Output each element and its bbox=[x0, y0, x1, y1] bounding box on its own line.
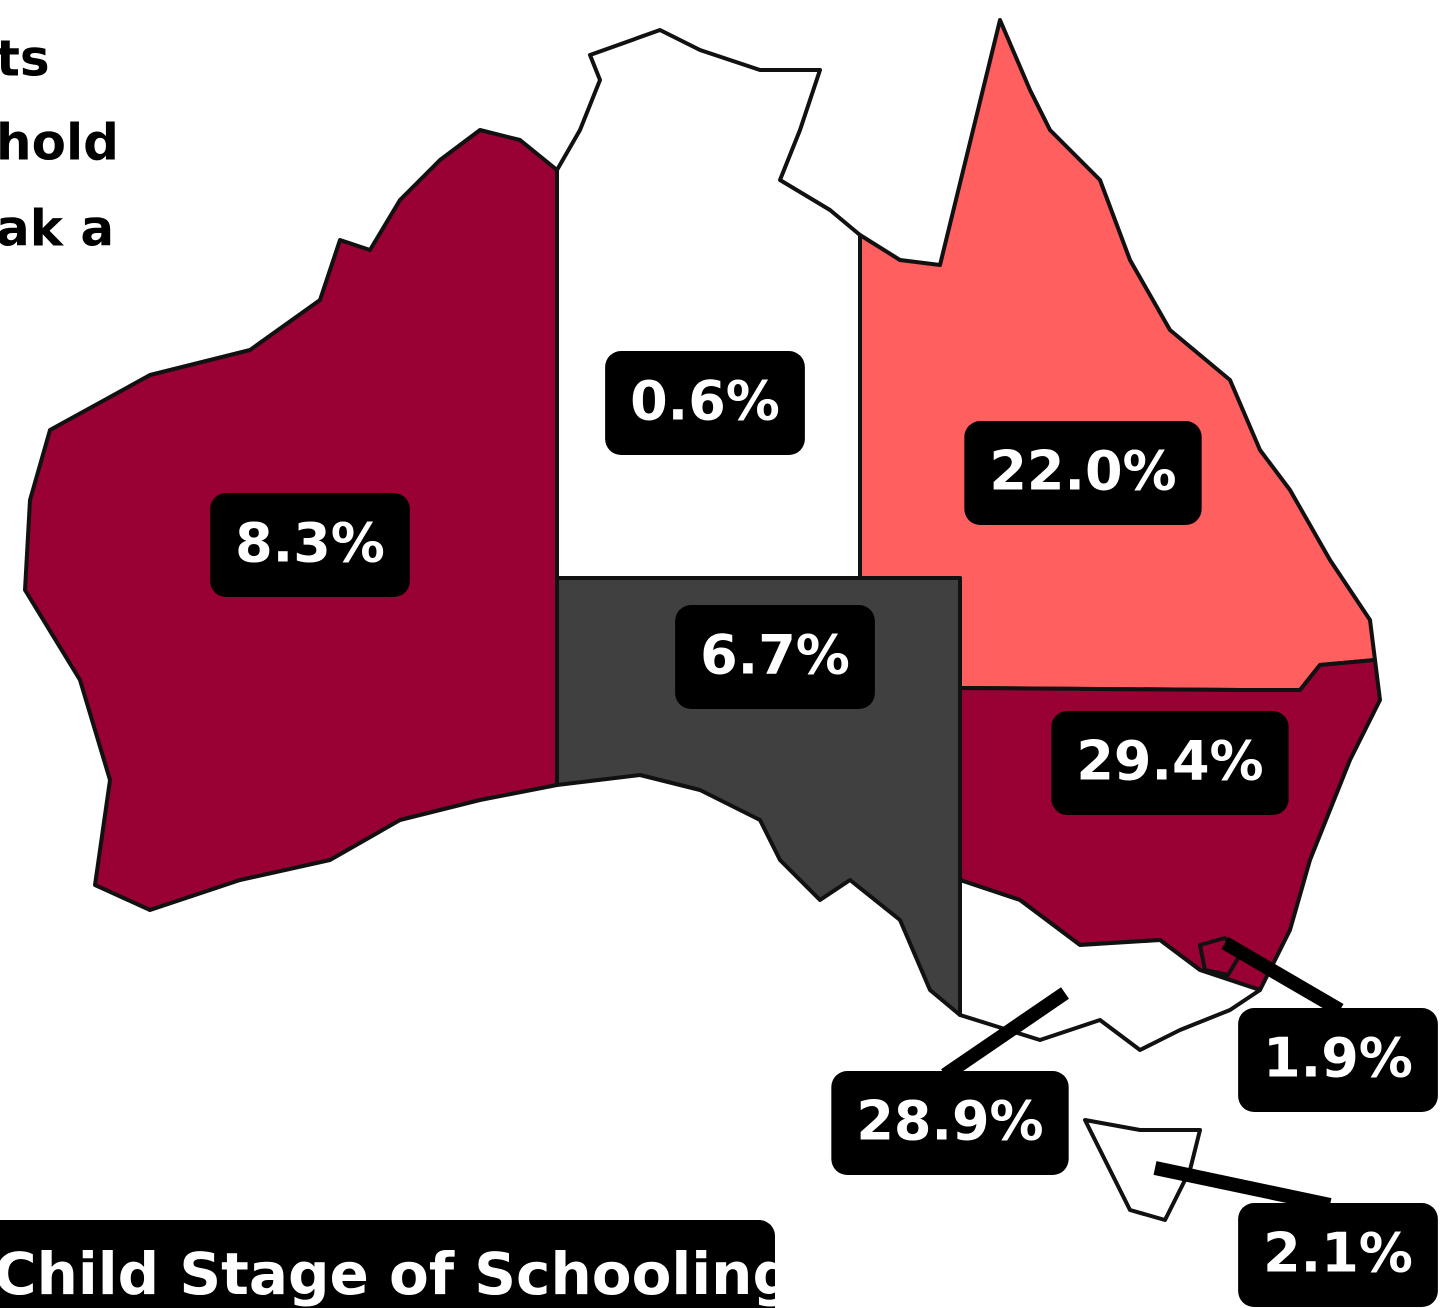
value-label: 28.9% bbox=[856, 1090, 1043, 1153]
caption: Child Stage of Schooling bbox=[0, 1240, 794, 1308]
value-label: 22.0% bbox=[989, 440, 1176, 503]
title-line: ak a bbox=[0, 200, 114, 258]
value-label: 2.1% bbox=[1263, 1222, 1413, 1285]
leader-line bbox=[1221, 936, 1344, 1017]
leader-line bbox=[1153, 1161, 1332, 1212]
label-box bbox=[831, 1071, 1069, 1175]
label-box bbox=[210, 493, 410, 597]
title-line: ts bbox=[0, 30, 50, 88]
label-box bbox=[1238, 1008, 1438, 1112]
label-box bbox=[1238, 1203, 1438, 1307]
value-label: 6.7% bbox=[700, 624, 850, 687]
region bbox=[555, 28, 862, 580]
caption-box bbox=[0, 1220, 775, 1308]
label-box bbox=[675, 605, 875, 709]
region bbox=[1083, 1118, 1202, 1222]
value-label: 8.3% bbox=[235, 512, 385, 575]
label-box bbox=[1051, 711, 1289, 815]
value-label: 29.4% bbox=[1076, 730, 1263, 793]
value-label: 1.9% bbox=[1263, 1027, 1413, 1090]
label-box bbox=[964, 421, 1202, 525]
title-line: hold bbox=[0, 114, 119, 172]
leader-line bbox=[941, 987, 1069, 1081]
value-label: 0.6% bbox=[630, 370, 780, 433]
label-box bbox=[605, 351, 805, 455]
